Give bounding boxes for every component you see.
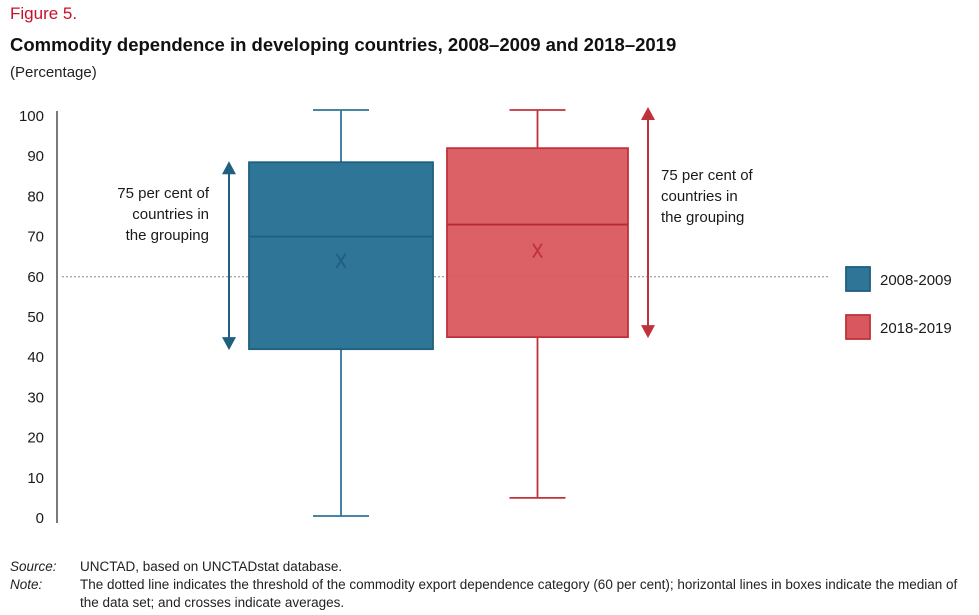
- annotation-arrow-2018-2019-head-up: [641, 106, 655, 120]
- note-text: The dotted line indicates the threshold …: [80, 577, 958, 610]
- annotation-text-2018-2019: 75 per cent of: [661, 167, 754, 184]
- source-text: UNCTAD, based on UNCTADstat database.: [80, 559, 343, 574]
- source-row: Source: UNCTAD, based on UNCTADstat data…: [10, 558, 975, 576]
- figure-footer: Source: UNCTAD, based on UNCTADstat data…: [10, 558, 975, 612]
- chart-title: Commodity dependence in developing count…: [10, 34, 677, 55]
- note-key: Note:: [10, 577, 43, 592]
- legend-swatch-2018-2019: [845, 314, 871, 340]
- y-tick-label: 50: [27, 309, 44, 326]
- box-2018-2019: [446, 147, 629, 339]
- note-row: Note: The dotted line indicates the thre…: [10, 576, 975, 612]
- mean-cross: [335, 253, 347, 269]
- y-tick-label: 60: [27, 269, 44, 286]
- annotation-arrow-2008-2009-head-up: [222, 161, 236, 175]
- chart-subtitle: (Percentage): [10, 64, 97, 81]
- mean-cross: [532, 243, 543, 259]
- source-key: Source:: [10, 559, 57, 574]
- annotation-arrow-2008-2009-head-down: [222, 337, 236, 351]
- annotation-text-2018-2019: the grouping: [661, 209, 744, 226]
- y-tick-label: 30: [27, 389, 44, 406]
- annotation-arrow-2018-2019-head-down: [641, 325, 655, 339]
- y-tick-label: 10: [27, 470, 44, 487]
- y-tick-label: 40: [27, 349, 44, 366]
- y-tick-label: 0: [36, 510, 44, 527]
- y-tick-label: 90: [27, 148, 44, 165]
- legend-label: 2018-2019: [880, 320, 952, 337]
- annotation-text-2018-2019: countries in: [661, 188, 738, 205]
- y-tick-label: 20: [27, 430, 44, 447]
- annotation-text-2008-2009: the grouping: [126, 227, 209, 244]
- annotation-text-2008-2009: 75 per cent of: [117, 185, 210, 202]
- y-tick-label: 70: [27, 229, 44, 246]
- box-plot-chart: 0 10 20 30 40 50 60 70 80 90 100 75 per cent of coun…: [19, 106, 952, 527]
- y-tick-label: 80: [27, 188, 44, 205]
- legend-label: 2008-2009: [880, 272, 952, 289]
- annotation-text-2008-2009: countries in: [132, 206, 209, 223]
- box-2008-2009: [248, 161, 434, 351]
- y-tick-label: 100: [19, 108, 44, 125]
- figure-label: Figure 5.: [10, 4, 78, 23]
- legend-swatch-2008-2009: [845, 266, 871, 292]
